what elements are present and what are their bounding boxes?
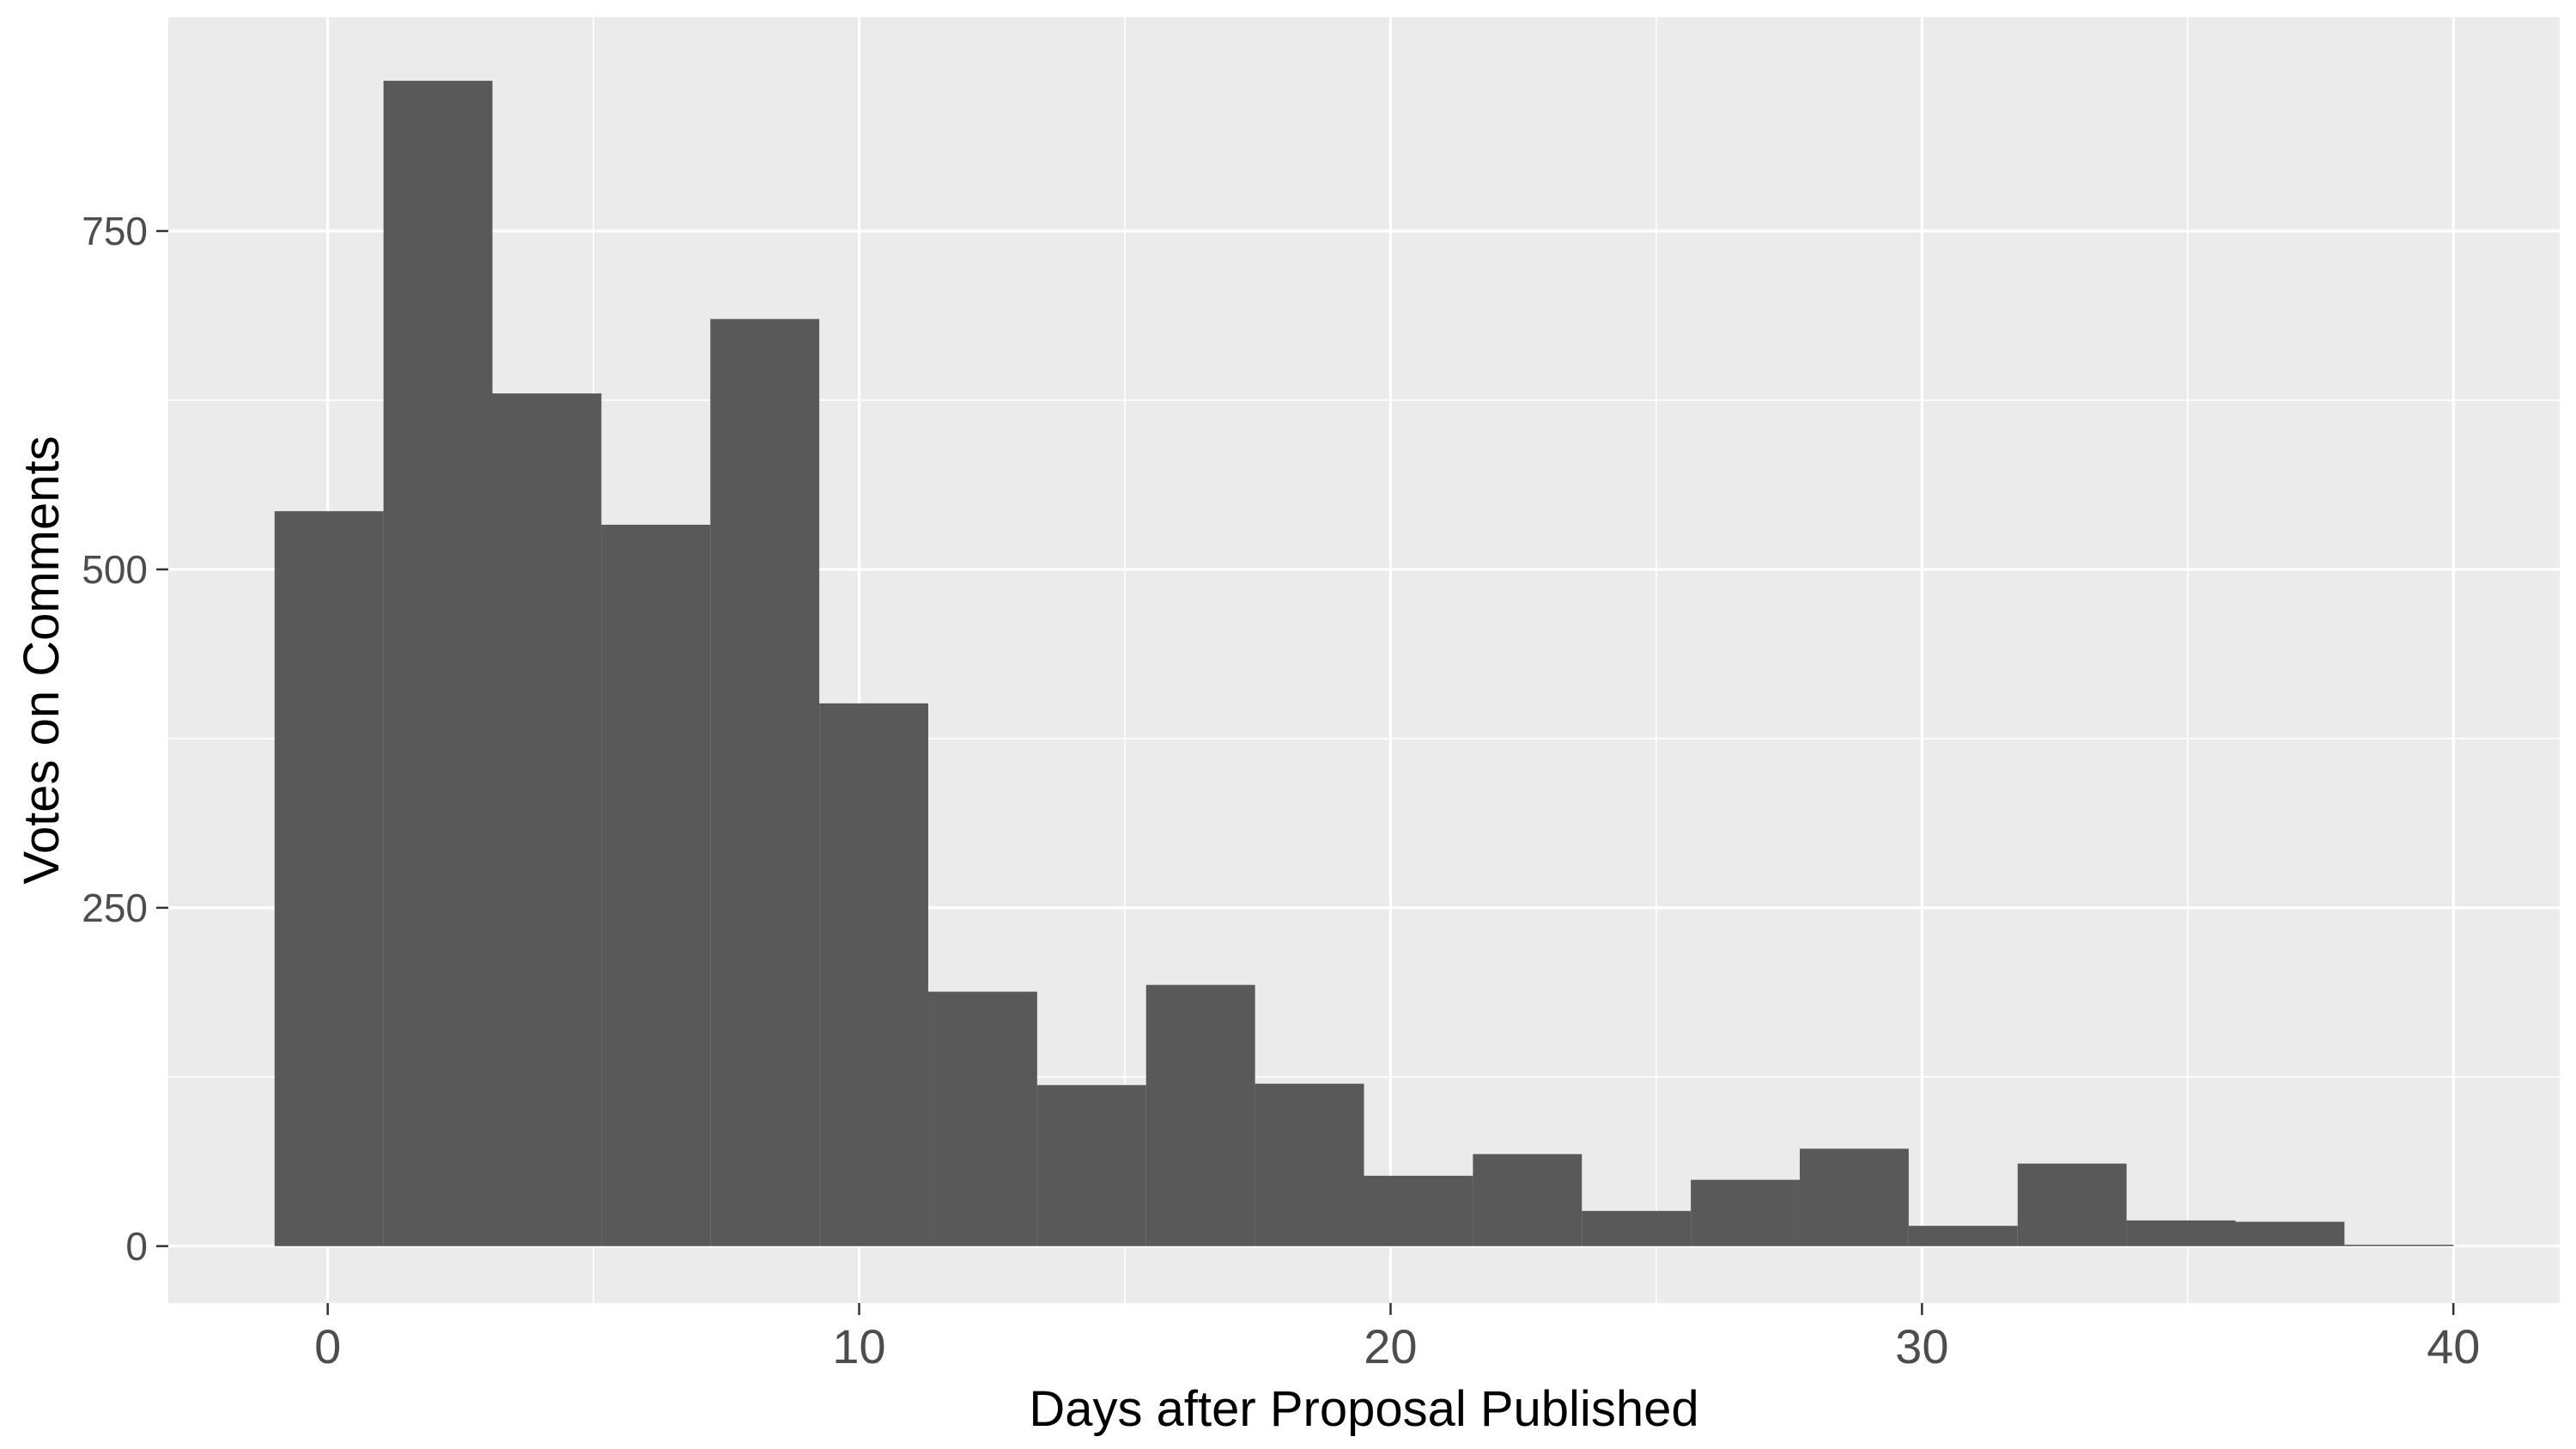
histogram-bar bbox=[1691, 1179, 1800, 1246]
histogram-bar bbox=[1036, 1085, 1146, 1246]
histogram-bar bbox=[1799, 1148, 1909, 1246]
histogram-bar bbox=[1908, 1226, 2018, 1246]
x-axis-tick-labels: 0 10 20 30 40 bbox=[314, 1319, 2480, 1373]
histogram-bar bbox=[928, 991, 1037, 1246]
y-tick-label: 250 bbox=[82, 886, 148, 930]
y-tick-label: 0 bbox=[125, 1224, 148, 1269]
histogram-bar bbox=[383, 81, 493, 1246]
x-tick-label: 0 bbox=[314, 1319, 341, 1373]
histogram-bar bbox=[1255, 1083, 1364, 1246]
x-axis-title: Days after Proposal Published bbox=[1029, 1381, 1698, 1437]
histogram-bar bbox=[1145, 984, 1255, 1246]
x-tick-label: 20 bbox=[1364, 1319, 1417, 1373]
x-tick-label: 10 bbox=[832, 1319, 885, 1373]
y-axis-tick-labels: 0 250 500 750 bbox=[82, 209, 148, 1269]
histogram-bar bbox=[274, 511, 384, 1246]
histogram-bar bbox=[2344, 1245, 2454, 1246]
axis-ticks bbox=[156, 229, 2455, 1315]
y-tick-label: 750 bbox=[82, 209, 148, 253]
y-axis-title: Votes on Comments bbox=[14, 435, 70, 884]
histogram-bar bbox=[1582, 1210, 1692, 1246]
histogram-bar bbox=[1364, 1175, 1473, 1246]
histogram-bar bbox=[1473, 1154, 1583, 1246]
major-gridlines bbox=[168, 17, 2560, 1303]
histogram-bar bbox=[2017, 1163, 2127, 1246]
histogram-bar bbox=[2235, 1221, 2345, 1246]
x-tick-label: 40 bbox=[2427, 1319, 2480, 1373]
histogram-bar bbox=[601, 524, 711, 1246]
y-tick-label: 500 bbox=[82, 547, 148, 592]
histogram-bar bbox=[2126, 1220, 2236, 1246]
x-tick-label: 30 bbox=[1895, 1319, 1948, 1373]
histogram-bar bbox=[819, 703, 929, 1246]
histogram-bar bbox=[492, 393, 602, 1246]
histogram-bars bbox=[274, 81, 2454, 1246]
histogram-bar bbox=[710, 319, 820, 1246]
